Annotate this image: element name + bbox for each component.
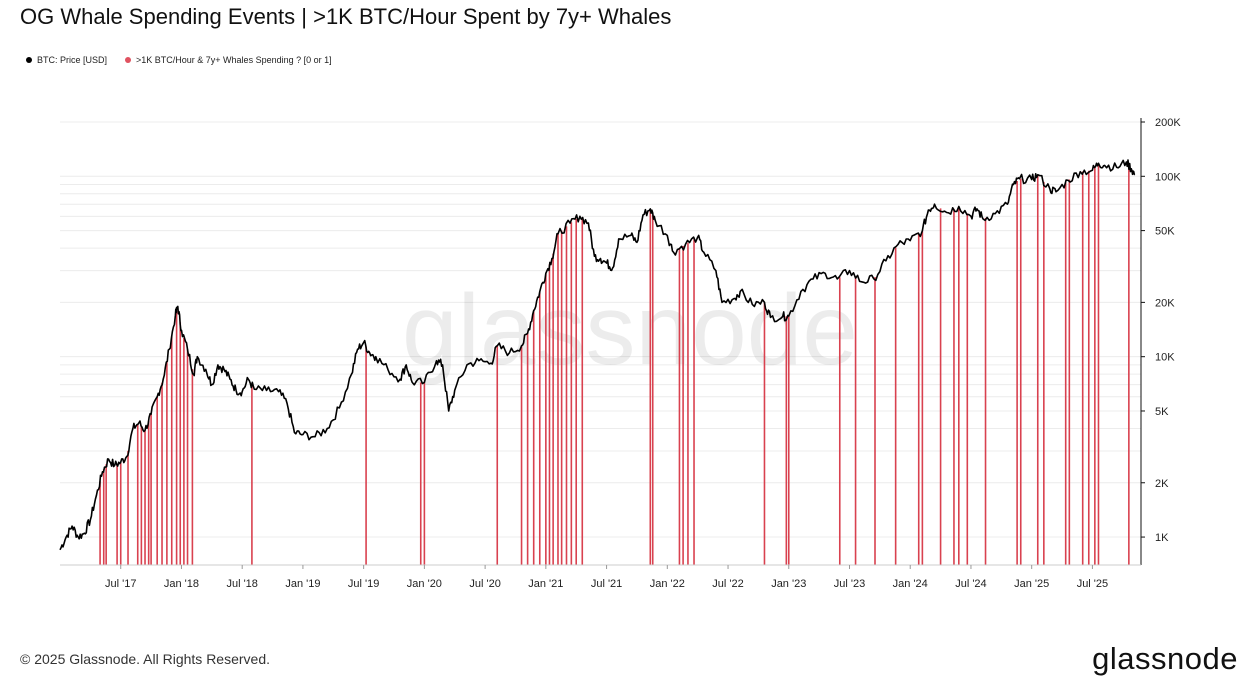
brand-logo[interactable]: glassnode bbox=[1092, 641, 1238, 676]
legend-item-events[interactable]: >1K BTC/Hour & 7y+ Whales Spending ? [0 … bbox=[125, 55, 332, 65]
legend-item-price[interactable]: BTC: Price [USD] bbox=[26, 55, 107, 65]
x-tick-label: Jul '17 bbox=[105, 578, 136, 590]
x-tick-label: Jan '18 bbox=[164, 578, 199, 590]
x-tick-label: Jul '24 bbox=[955, 578, 986, 590]
x-tick-label: Jan '22 bbox=[650, 578, 685, 590]
x-tick-label: Jan '23 bbox=[771, 578, 806, 590]
x-tick-label: Jul '18 bbox=[226, 578, 257, 590]
x-tick-label: Jul '21 bbox=[591, 578, 622, 590]
y-tick-label: 20K bbox=[1155, 297, 1175, 309]
x-tick-label: Jan '25 bbox=[1014, 578, 1049, 590]
price-line[interactable] bbox=[59, 159, 1136, 551]
event-markers bbox=[99, 163, 1130, 565]
y-tick-label: 50K bbox=[1155, 226, 1175, 238]
x-tick-label: Jul '23 bbox=[834, 578, 865, 590]
chart-title: OG Whale Spending Events | >1K BTC/Hour … bbox=[20, 4, 672, 29]
x-tick-label: Jan '24 bbox=[893, 578, 928, 590]
x-axis-ticks: Jul '17 Jan '18 Jul '18 Jan '19 Jul '19 Jan '… bbox=[105, 565, 1108, 590]
gridlines bbox=[60, 121, 1141, 538]
copyright-footer: © 2025 Glassnode. All Rights Reserved. bbox=[20, 651, 271, 667]
y-tick-label: 10K bbox=[1155, 352, 1175, 364]
y-axis-ticks: 1K 2K 5K 10K 20K 50K 100K 200K bbox=[1141, 117, 1181, 544]
y-tick-label: 2K bbox=[1155, 478, 1169, 490]
y-tick-label: 100K bbox=[1155, 171, 1181, 183]
y-tick-label: 1K bbox=[1155, 532, 1169, 544]
x-tick-label: Jan '20 bbox=[407, 578, 442, 590]
legend-label-price: BTC: Price [USD] bbox=[37, 55, 108, 65]
x-tick-label: Jan '19 bbox=[285, 578, 320, 590]
legend: BTC: Price [USD] >1K BTC/Hour & 7y+ Whal… bbox=[26, 55, 332, 65]
legend-label-events: >1K BTC/Hour & 7y+ Whales Spending ? [0 … bbox=[136, 55, 332, 65]
x-tick-label: Jul '22 bbox=[712, 578, 743, 590]
legend-dot-events bbox=[125, 57, 132, 63]
chart-area[interactable]: glassnode 1K 2K 5K 10K 20K 50K 100K 200K Jul '1… bbox=[0, 0, 1250, 640]
x-tick-label: Jul '20 bbox=[469, 578, 500, 590]
y-tick-label: 200K bbox=[1155, 117, 1181, 129]
y-tick-label: 5K bbox=[1155, 406, 1169, 418]
watermark: glassnode bbox=[402, 274, 858, 386]
x-tick-label: Jul '25 bbox=[1077, 578, 1108, 590]
x-tick-label: Jan '21 bbox=[528, 578, 563, 590]
legend-dot-price bbox=[26, 57, 32, 63]
x-tick-label: Jul '19 bbox=[348, 578, 379, 590]
